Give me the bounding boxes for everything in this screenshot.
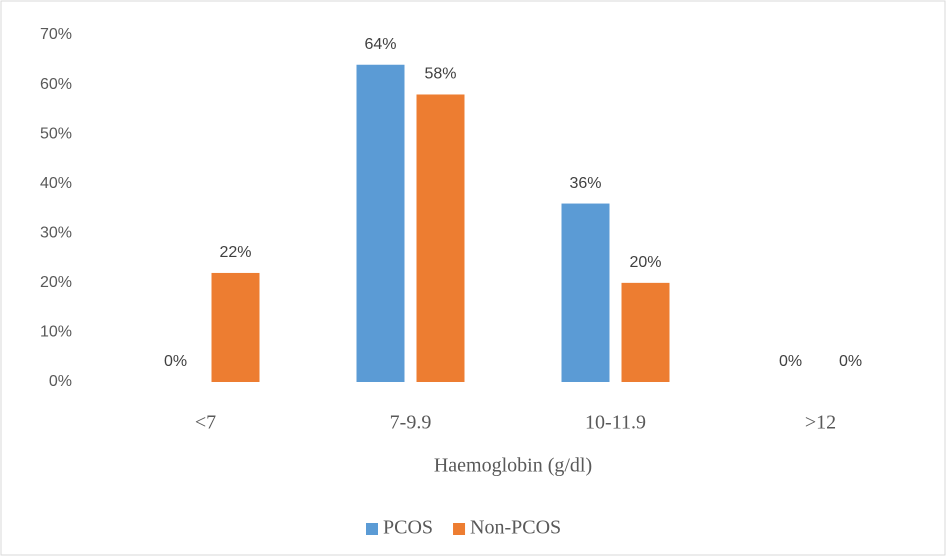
- x-tick-label: 10-11.9: [585, 412, 646, 434]
- value-label: 0%: [779, 353, 802, 370]
- y-tick-label: 70%: [40, 26, 72, 43]
- y-tick-label: 30%: [40, 225, 72, 242]
- value-label: 36%: [569, 175, 601, 192]
- bar: [621, 282, 670, 382]
- y-tick-label: 20%: [40, 274, 72, 291]
- value-label: 20%: [629, 254, 661, 271]
- x-tick-label: <7: [195, 412, 216, 434]
- value-label: 0%: [164, 353, 187, 370]
- x-axis-label: Haemoglobin (g/dl): [434, 455, 592, 477]
- legend-label: Non-PCOS: [470, 517, 561, 539]
- y-tick-label: 60%: [40, 76, 72, 93]
- value-label: 64%: [364, 36, 396, 53]
- bar: [211, 272, 260, 382]
- y-tick-label: 0%: [49, 373, 72, 390]
- bar: [356, 64, 405, 382]
- bar: [416, 94, 465, 382]
- value-label: 58%: [424, 66, 456, 83]
- legend-swatch: [453, 523, 466, 535]
- bar: [561, 203, 610, 382]
- value-label: 22%: [219, 244, 251, 261]
- x-tick-label: 7-9.9: [390, 412, 432, 434]
- y-tick-label: 10%: [40, 324, 72, 341]
- legend-swatch: [366, 523, 378, 535]
- legend-label: PCOS: [383, 517, 433, 539]
- y-tick-label: 50%: [40, 125, 72, 142]
- y-tick-label: 40%: [40, 175, 72, 192]
- value-label: 0%: [839, 353, 862, 370]
- x-tick-label: >12: [805, 412, 836, 434]
